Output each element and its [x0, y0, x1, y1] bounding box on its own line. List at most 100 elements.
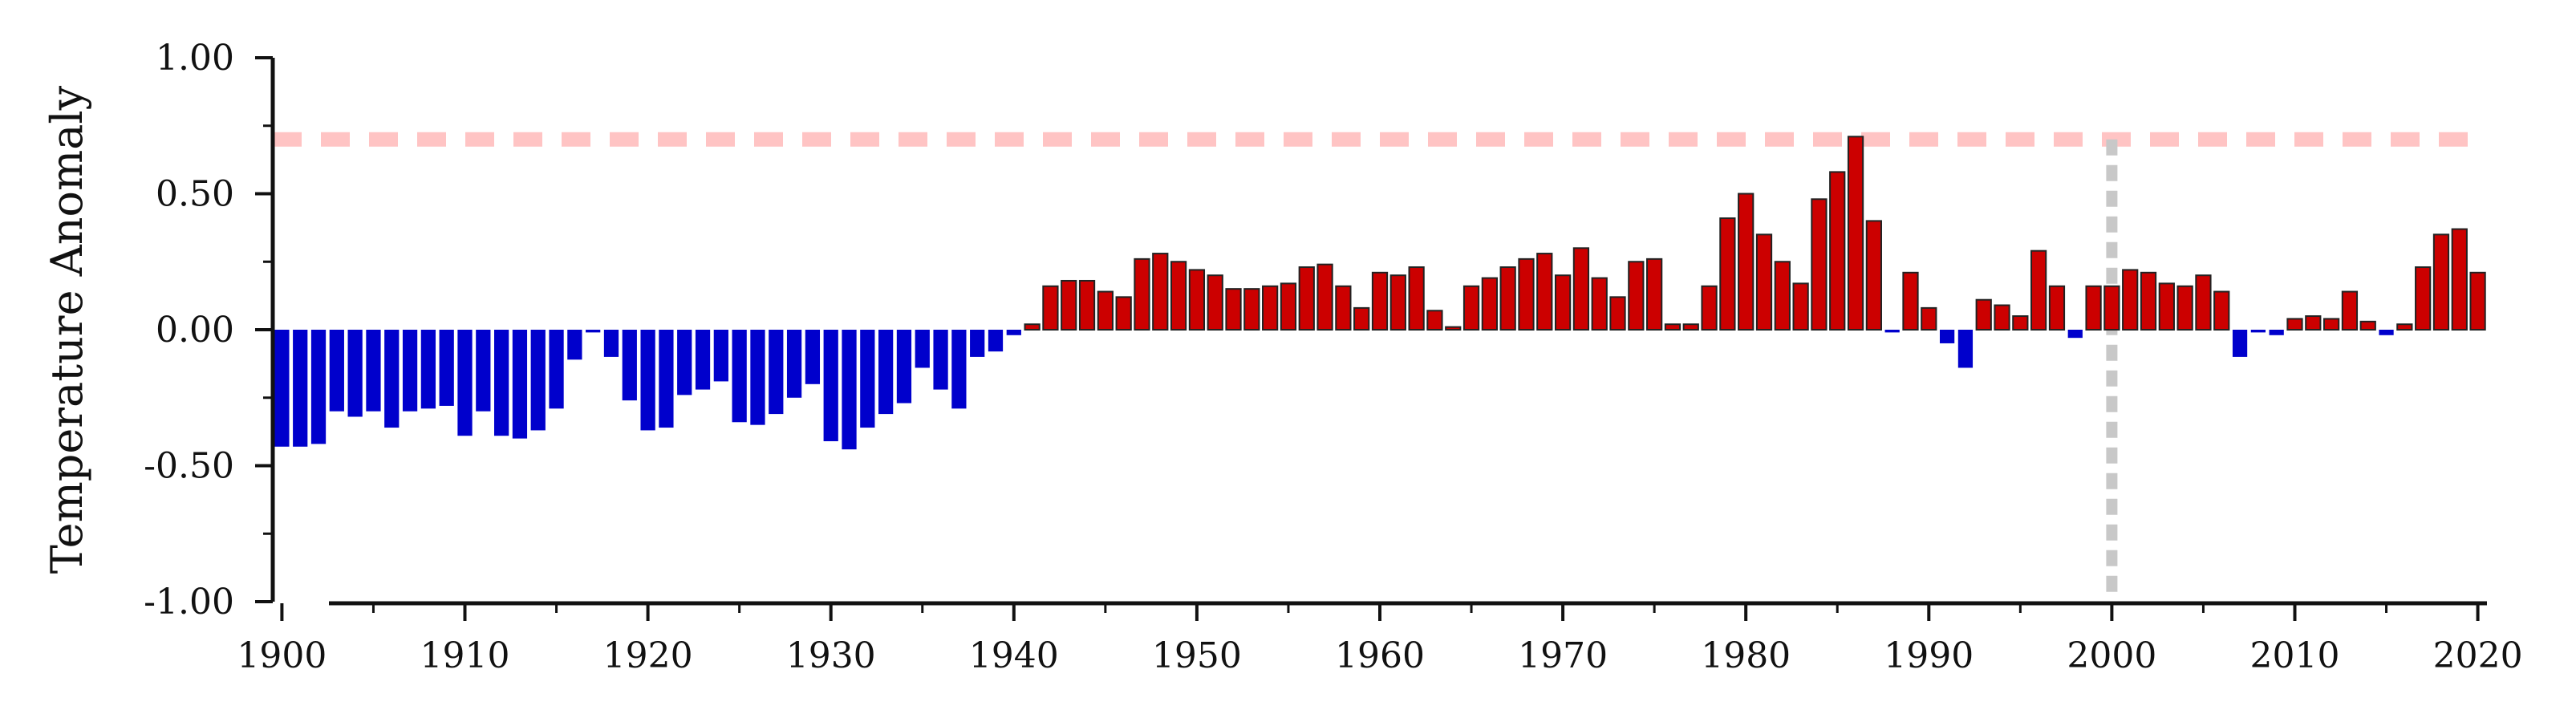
bar-1915 — [549, 330, 564, 409]
bar-1946 — [1115, 296, 1132, 331]
bar-1971 — [1572, 247, 1590, 331]
bar-1957 — [1316, 263, 1333, 331]
bar-1925 — [732, 330, 747, 423]
bar-1961 — [1389, 274, 1406, 331]
bar-2008 — [2250, 330, 2266, 333]
bar-1918 — [603, 330, 619, 357]
x-tick-label: 1950 — [1152, 635, 1242, 676]
bar-2005 — [2195, 274, 2212, 331]
bar-1977 — [1682, 323, 1699, 331]
bar-2000 — [2103, 285, 2120, 331]
bar-1962 — [1408, 266, 1425, 331]
bar-2020 — [2469, 271, 2486, 331]
bar-2011 — [2305, 315, 2322, 331]
bar-1960 — [1371, 271, 1389, 331]
bar-1996 — [2030, 249, 2047, 331]
bar-1941 — [1024, 323, 1041, 331]
bar-1987 — [1865, 220, 1882, 331]
bar-2002 — [2140, 271, 2157, 331]
bar-2017 — [2415, 266, 2432, 331]
bar-1916 — [567, 330, 582, 360]
bar-1928 — [786, 330, 802, 398]
bar-2001 — [2122, 269, 2139, 331]
bar-1978 — [1701, 285, 1718, 331]
bar-1922 — [677, 330, 692, 395]
bar-1963 — [1426, 310, 1443, 331]
y-tick-label: 0.50 — [156, 174, 234, 215]
bar-1986 — [1847, 136, 1864, 331]
bar-1999 — [2085, 285, 2102, 331]
bar-1900 — [274, 330, 290, 447]
bar-1965 — [1462, 285, 1480, 331]
x-tick-label: 1910 — [420, 635, 510, 676]
bar-1929 — [805, 330, 821, 384]
y-tick-label: -1.00 — [144, 582, 234, 623]
x-tick-label: 1920 — [603, 635, 693, 676]
bar-2019 — [2451, 228, 2468, 331]
bar-1967 — [1499, 266, 1516, 331]
bar-1910 — [457, 330, 473, 436]
bar-1993 — [1975, 298, 1992, 331]
y-tick-label: 0.00 — [156, 310, 234, 351]
bar-2012 — [2322, 318, 2340, 331]
bar-1982 — [1774, 261, 1791, 331]
bar-2016 — [2396, 323, 2413, 331]
bar-1913 — [512, 330, 528, 439]
x-tick-label: 1980 — [1701, 635, 1791, 676]
bar-1988 — [1884, 330, 1900, 333]
bar-1901 — [293, 330, 308, 447]
bar-1952 — [1225, 288, 1242, 331]
bar-1927 — [769, 330, 784, 415]
bar-1921 — [659, 330, 674, 428]
x-tick-label: 2010 — [2250, 635, 2340, 676]
bar-1919 — [622, 330, 637, 401]
bar-1959 — [1353, 306, 1370, 331]
bar-1907 — [402, 330, 418, 412]
bar-1995 — [2012, 315, 2029, 331]
bar-1933 — [878, 330, 894, 415]
bar-1997 — [2048, 285, 2066, 331]
bar-1905 — [366, 330, 381, 412]
bar-1947 — [1134, 258, 1150, 331]
bar-1969 — [1536, 253, 1553, 331]
bar-2009 — [2269, 330, 2284, 335]
bars-group — [274, 136, 2486, 450]
bar-1964 — [1445, 326, 1462, 331]
bar-1975 — [1646, 258, 1663, 331]
bar-1924 — [713, 330, 728, 382]
bar-1970 — [1554, 274, 1572, 331]
bar-1908 — [420, 330, 436, 409]
bar-1917 — [586, 330, 601, 333]
bar-1950 — [1188, 269, 1206, 331]
bar-1968 — [1518, 258, 1535, 331]
bar-1903 — [329, 330, 344, 412]
x-tick-label: 2000 — [2067, 635, 2156, 676]
bar-1983 — [1792, 282, 1809, 331]
axes-group — [255, 56, 2487, 621]
bar-1974 — [1628, 261, 1645, 331]
bar-1958 — [1335, 285, 1352, 331]
y-tick-label: -0.50 — [144, 446, 234, 487]
bar-1936 — [933, 330, 948, 390]
x-tick-label: 1990 — [1884, 635, 1974, 676]
bar-1904 — [347, 330, 363, 417]
bar-1945 — [1097, 290, 1114, 331]
bar-1980 — [1738, 193, 1755, 331]
bar-2018 — [2432, 233, 2450, 331]
bar-1943 — [1061, 279, 1077, 331]
x-tick-label: 1940 — [969, 635, 1059, 676]
bar-1912 — [494, 330, 509, 436]
bar-1992 — [1957, 330, 1974, 368]
x-tick-label: 2020 — [2433, 635, 2523, 676]
bar-2007 — [2232, 330, 2248, 357]
bar-1991 — [1939, 330, 1955, 343]
bar-2014 — [2359, 320, 2376, 331]
bar-1934 — [896, 330, 912, 404]
bar-1944 — [1078, 279, 1096, 331]
bar-1979 — [1719, 217, 1736, 331]
bar-1985 — [1829, 171, 1846, 331]
bar-1948 — [1152, 253, 1169, 331]
bar-1909 — [439, 330, 454, 406]
